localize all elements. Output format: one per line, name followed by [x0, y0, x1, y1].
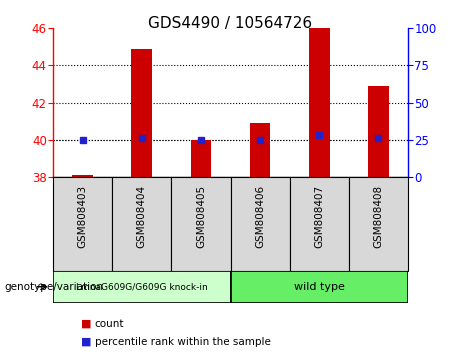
Text: percentile rank within the sample: percentile rank within the sample: [95, 337, 271, 347]
Text: GSM808408: GSM808408: [373, 184, 384, 248]
Bar: [309, 28, 330, 177]
Bar: [53, 177, 112, 271]
Bar: [131, 49, 152, 177]
Text: genotype/variation: genotype/variation: [5, 282, 104, 292]
Text: GSM808405: GSM808405: [196, 184, 206, 248]
Text: ■: ■: [81, 319, 91, 329]
Text: GSM808407: GSM808407: [314, 184, 324, 248]
Text: LmnaG609G/G609G knock-in: LmnaG609G/G609G knock-in: [76, 282, 207, 291]
Bar: [290, 177, 349, 271]
Text: wild type: wild type: [294, 282, 345, 292]
Bar: [112, 177, 171, 271]
Text: GSM808406: GSM808406: [255, 184, 265, 248]
Bar: [230, 177, 290, 271]
Text: GSM808404: GSM808404: [137, 184, 147, 248]
Bar: [190, 140, 211, 177]
Text: GSM808403: GSM808403: [77, 184, 88, 248]
Bar: [72, 175, 93, 177]
Text: GDS4490 / 10564726: GDS4490 / 10564726: [148, 16, 313, 31]
Bar: [349, 177, 408, 271]
Bar: [230, 271, 408, 303]
Text: count: count: [95, 319, 124, 329]
Bar: [171, 177, 230, 271]
Bar: [250, 123, 271, 177]
Bar: [368, 86, 389, 177]
Text: ■: ■: [81, 337, 91, 347]
Bar: [53, 271, 230, 303]
